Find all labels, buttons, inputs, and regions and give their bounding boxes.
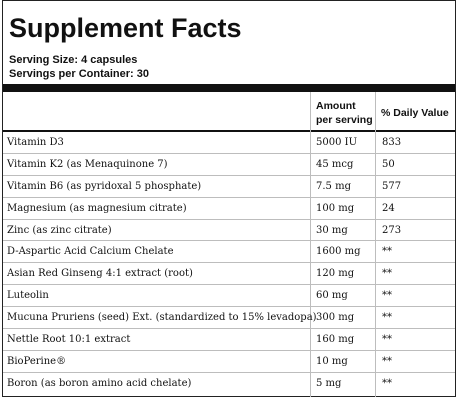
nutrient-daily-value: 24 <box>382 202 395 214</box>
panel-title: Supplement Facts <box>9 13 242 43</box>
nutrient-name: Magnesium (as magnesium citrate) <box>7 202 187 214</box>
amount-header-line2: per serving <box>316 114 373 126</box>
amount-header-line1: Amount <box>316 100 356 112</box>
nutrient-daily-value: ** <box>382 290 392 302</box>
nutrient-amount: 10 mg <box>316 355 348 367</box>
nutrient-name: BioPerine® <box>7 355 67 367</box>
table-row: Vitamin B6 (as pyridoxal 5 phosphate) 7.… <box>3 176 455 198</box>
nutrient-name: Zinc (as zinc citrate) <box>7 224 112 236</box>
table-row: BioPerine® 10 mg ** <box>3 351 455 373</box>
nutrient-name: Vitamin K2 (as Menaquinone 7) <box>7 158 168 170</box>
servings-per-container: Servings per Container: 30 <box>9 68 149 80</box>
amount-column-header: Amount per serving <box>316 99 373 127</box>
supplement-facts-panel: Supplement Facts Serving Size: 4 capsule… <box>2 0 456 397</box>
nutrient-daily-value: ** <box>382 312 392 324</box>
table-row: Mucuna Pruriens (seed) Ext. (standardize… <box>3 307 455 330</box>
nutrient-daily-value: ** <box>382 355 392 367</box>
nutrient-amount: 5000 IU <box>316 137 358 148</box>
column-divider-amount <box>310 92 311 397</box>
nutrient-daily-value: ** <box>382 268 392 280</box>
nutrient-name: Mucuna Pruriens (seed) Ext. (standardize… <box>7 312 317 324</box>
thick-divider <box>3 84 455 92</box>
nutrient-amount: 160 mg <box>316 334 355 346</box>
table-row: Vitamin D3 5000 IU 833 <box>3 132 455 154</box>
table-row: Zinc (as zinc citrate) 30 mg 273 <box>3 220 455 242</box>
column-divider-daily-value <box>375 92 376 397</box>
nutrient-daily-value: ** <box>382 334 392 346</box>
nutrient-table: Vitamin D3 5000 IU 833 Vitamin K2 (as Me… <box>3 132 455 395</box>
nutrient-daily-value: ** <box>382 246 392 258</box>
table-row: Vitamin K2 (as Menaquinone 7) 45 mcg 50 <box>3 154 455 176</box>
nutrient-daily-value: 273 <box>382 224 402 236</box>
nutrient-daily-value: 50 <box>382 158 395 170</box>
daily-value-column-header: % Daily Value <box>381 107 449 119</box>
nutrient-amount: 1600 mg <box>316 246 361 258</box>
nutrient-daily-value: 833 <box>382 137 402 148</box>
table-row: Nettle Root 10:1 extract 160 mg ** <box>3 329 455 351</box>
nutrient-amount: 60 mg <box>316 290 348 302</box>
serving-size: Serving Size: 4 capsules <box>9 54 138 66</box>
nutrient-daily-value: 577 <box>382 180 402 192</box>
nutrient-amount: 100 mg <box>316 202 355 214</box>
nutrient-name: Boron (as boron amino acid chelate) <box>7 377 192 389</box>
table-row: Asian Red Ginseng 4:1 extract (root) 120… <box>3 263 455 286</box>
nutrient-name: D-Aspartic Acid Calcium Chelate <box>7 246 174 258</box>
nutrient-name: Asian Red Ginseng 4:1 extract (root) <box>7 268 193 280</box>
header-divider <box>3 130 455 132</box>
table-row: Luteolin 60 mg ** <box>3 285 455 308</box>
nutrient-amount: 300 mg <box>316 312 355 324</box>
nutrient-amount: 30 mg <box>316 224 348 236</box>
nutrient-amount: 7.5 mg <box>316 180 351 192</box>
nutrient-name: Vitamin B6 (as pyridoxal 5 phosphate) <box>7 180 202 192</box>
nutrient-amount: 45 mcg <box>316 158 354 170</box>
nutrient-name: Nettle Root 10:1 extract <box>7 334 131 346</box>
table-row: Boron (as boron amino acid chelate) 5 mg… <box>3 373 455 395</box>
nutrient-amount: 120 mg <box>316 268 355 280</box>
nutrient-daily-value: ** <box>382 377 392 389</box>
nutrient-name: Luteolin <box>7 290 49 302</box>
table-row: D-Aspartic Acid Calcium Chelate 1600 mg … <box>3 241 455 264</box>
nutrient-name: Vitamin D3 <box>7 137 64 148</box>
nutrient-amount: 5 mg <box>316 377 342 389</box>
table-row: Magnesium (as magnesium citrate) 100 mg … <box>3 198 455 220</box>
